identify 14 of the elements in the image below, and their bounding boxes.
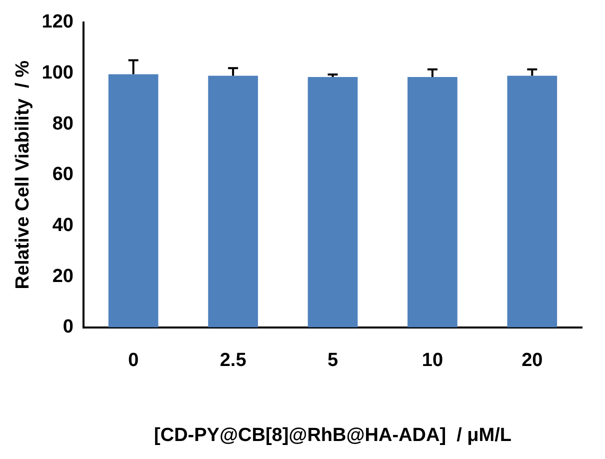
x-tick-label: 5 (327, 350, 338, 372)
y-tick-label: 80 (52, 113, 74, 134)
y-tick-label: 60 (52, 164, 74, 186)
y-tick-label: 100 (42, 62, 74, 84)
y-tick-label: 0 (62, 316, 74, 338)
y-tick-label: 20 (52, 266, 74, 287)
x-tick-label: 2.5 (220, 350, 247, 372)
y-tick-label: 120 (42, 12, 74, 33)
x-tick-label: 0 (128, 350, 139, 372)
y-axis-title: Relative Cell Viability / % (12, 60, 34, 290)
y-tick-label: 40 (52, 214, 74, 236)
x-tick-label: 10 (422, 350, 444, 372)
x-tick-label: 20 (522, 350, 543, 372)
x-axis-title: [CD-PY@CB[8]@RhB@HA-ADA] / μM/L (154, 424, 512, 446)
